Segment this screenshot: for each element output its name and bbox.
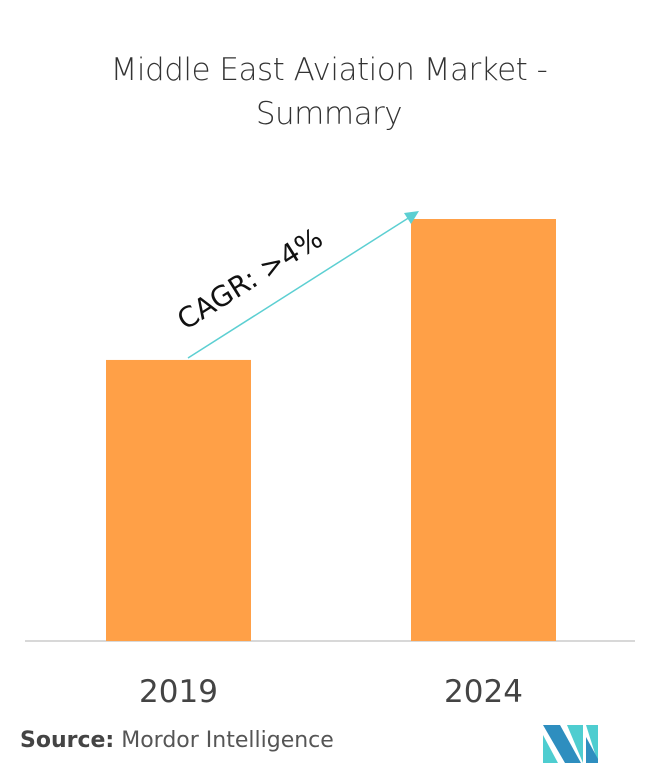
title-line-2: Summary <box>255 96 403 132</box>
title-line-1: Middle East Aviation Market - <box>110 52 548 88</box>
chart-title: Middle East Aviation Market - Summary <box>0 48 658 136</box>
cagr-arrow-head <box>404 211 419 224</box>
source-note: Source: Mordor Intelligence <box>20 728 334 753</box>
logo <box>543 725 598 763</box>
source-text: Mordor Intelligence <box>121 728 334 753</box>
cagr-arrow-line <box>187 216 411 359</box>
x-tick-label: 2024 <box>444 674 523 710</box>
bar-2024 <box>411 219 556 641</box>
x-tick-label: 2019 <box>139 674 218 710</box>
source-label: Source: <box>20 728 115 753</box>
bar-2019 <box>106 359 251 641</box>
